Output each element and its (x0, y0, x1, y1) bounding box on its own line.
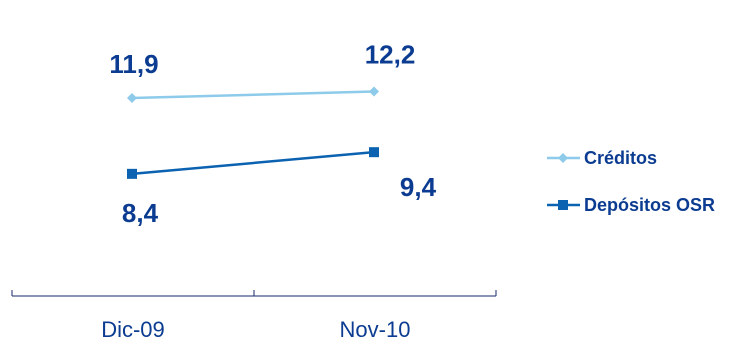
series-line-0 (131, 90, 375, 100)
data-label: 8,4 (122, 198, 159, 228)
data-point-1-0 (127, 168, 137, 179)
x-tick-label: Nov-10 (340, 317, 411, 339)
legend-marker-1 (558, 200, 568, 210)
data-point-0-1 (369, 86, 379, 97)
legend-label: Depósitos OSR (584, 195, 715, 215)
data-label: 9,4 (400, 172, 437, 202)
data-point-1-1 (369, 147, 379, 158)
data-point-0-0 (127, 93, 137, 103)
legend-marker-0 (558, 153, 568, 163)
data-label: 12,2 (365, 39, 416, 69)
legend-label: Créditos (584, 148, 657, 168)
series-line-1 (131, 150, 375, 176)
data-label: 11,9 (109, 49, 158, 79)
x-tick-label: Dic-09 (101, 317, 165, 339)
